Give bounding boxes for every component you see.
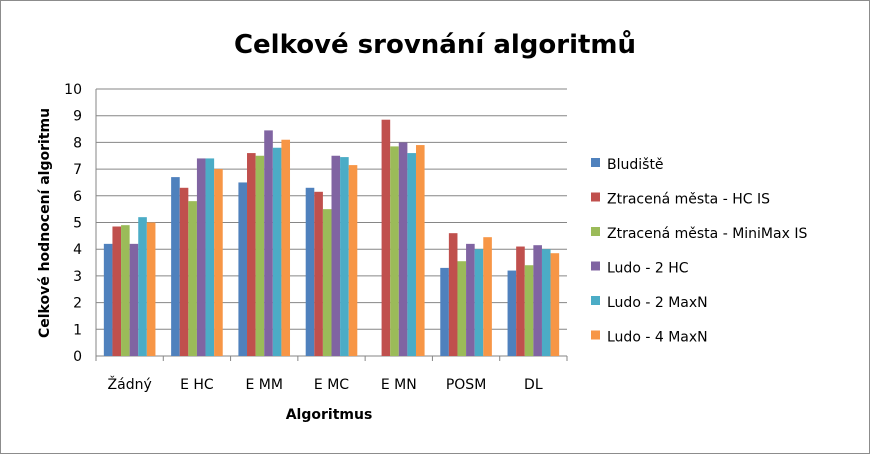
bar	[398, 142, 408, 356]
bar	[264, 130, 273, 356]
bar	[407, 153, 416, 356]
plot-area: 0 1 2 3 4 5 6 7 8 9 10 Žádný E HC E MM E MC E MN POSM DL	[64, 82, 568, 393]
legend-swatch	[591, 192, 600, 202]
bar	[196, 158, 206, 356]
bar	[415, 145, 425, 356]
y-tick-label: 3	[73, 269, 82, 285]
bar	[205, 158, 215, 356]
bar	[524, 265, 534, 356]
bar	[381, 119, 391, 356]
bar	[440, 267, 449, 356]
bar	[483, 237, 492, 356]
legend-entry: Ludo - 2 HC	[607, 261, 689, 277]
bar	[129, 243, 139, 356]
bar	[474, 249, 484, 356]
legend-entry: Ztracená města - HC IS	[607, 192, 770, 208]
legend-entry: Ludo - 4 MaxN	[607, 330, 708, 346]
legend-swatch	[591, 330, 600, 340]
bar	[533, 245, 542, 356]
bar	[103, 243, 113, 356]
y-tick-label: 7	[73, 162, 82, 178]
legend-entry: Ztracená města - MiniMax IS	[607, 226, 807, 242]
y-tick-label: 9	[73, 109, 82, 125]
legend-swatch	[591, 296, 600, 305]
x-tick-label: Žádný	[108, 375, 152, 393]
y-tick-label: 1	[73, 322, 82, 338]
x-tick-label: E MM	[245, 377, 282, 393]
bar	[457, 261, 467, 356]
legend-swatch	[591, 227, 600, 236]
x-tick-label: E HC	[180, 377, 214, 393]
y-tick-label: 4	[73, 242, 82, 258]
x-axis-title: Algoritmus	[286, 407, 373, 423]
y-tick-label: 2	[73, 296, 82, 312]
y-axis-title: Celkové hodnocení algoritmu	[37, 108, 53, 338]
y-tick-label: 5	[73, 216, 82, 232]
chart-title: Celkové srovnání algoritmů	[234, 29, 636, 60]
bar	[171, 177, 180, 356]
bar	[390, 146, 399, 356]
bar	[179, 187, 189, 356]
bar	[247, 153, 256, 356]
bar	[255, 155, 265, 356]
y-tick-label: 0	[73, 349, 82, 365]
legend-entry: Bludiště	[607, 157, 664, 173]
bar	[146, 222, 156, 356]
bar	[214, 169, 223, 356]
bar	[121, 225, 130, 356]
bar	[507, 270, 517, 356]
bar	[238, 182, 248, 356]
bar	[314, 191, 323, 356]
bar	[138, 217, 147, 356]
bar	[516, 246, 525, 356]
y-tick-label: 6	[73, 189, 82, 205]
y-tick-label: 10	[64, 82, 82, 98]
legend: Bludiště Ztracená města - HC IS Ztracená m…	[591, 157, 807, 346]
legend-swatch	[591, 158, 600, 167]
bar	[272, 147, 282, 356]
bar	[541, 249, 551, 356]
legend-entry: Ludo - 2 MaxN	[607, 295, 708, 311]
x-tick-label: E MC	[314, 377, 349, 393]
bar	[322, 209, 332, 356]
bar	[305, 187, 315, 356]
bar	[112, 226, 122, 356]
bar	[466, 243, 475, 356]
bar	[331, 155, 341, 356]
bar	[188, 201, 197, 356]
x-tick-label: DL	[524, 377, 543, 393]
bar	[281, 139, 291, 356]
x-tick-label: E MN	[381, 377, 417, 393]
bar	[550, 253, 560, 356]
legend-swatch	[591, 261, 600, 271]
x-tick-label: POSM	[446, 377, 486, 393]
y-tick-label: 8	[73, 135, 82, 151]
bar	[448, 233, 458, 356]
bar	[340, 157, 349, 356]
bar	[348, 165, 358, 356]
